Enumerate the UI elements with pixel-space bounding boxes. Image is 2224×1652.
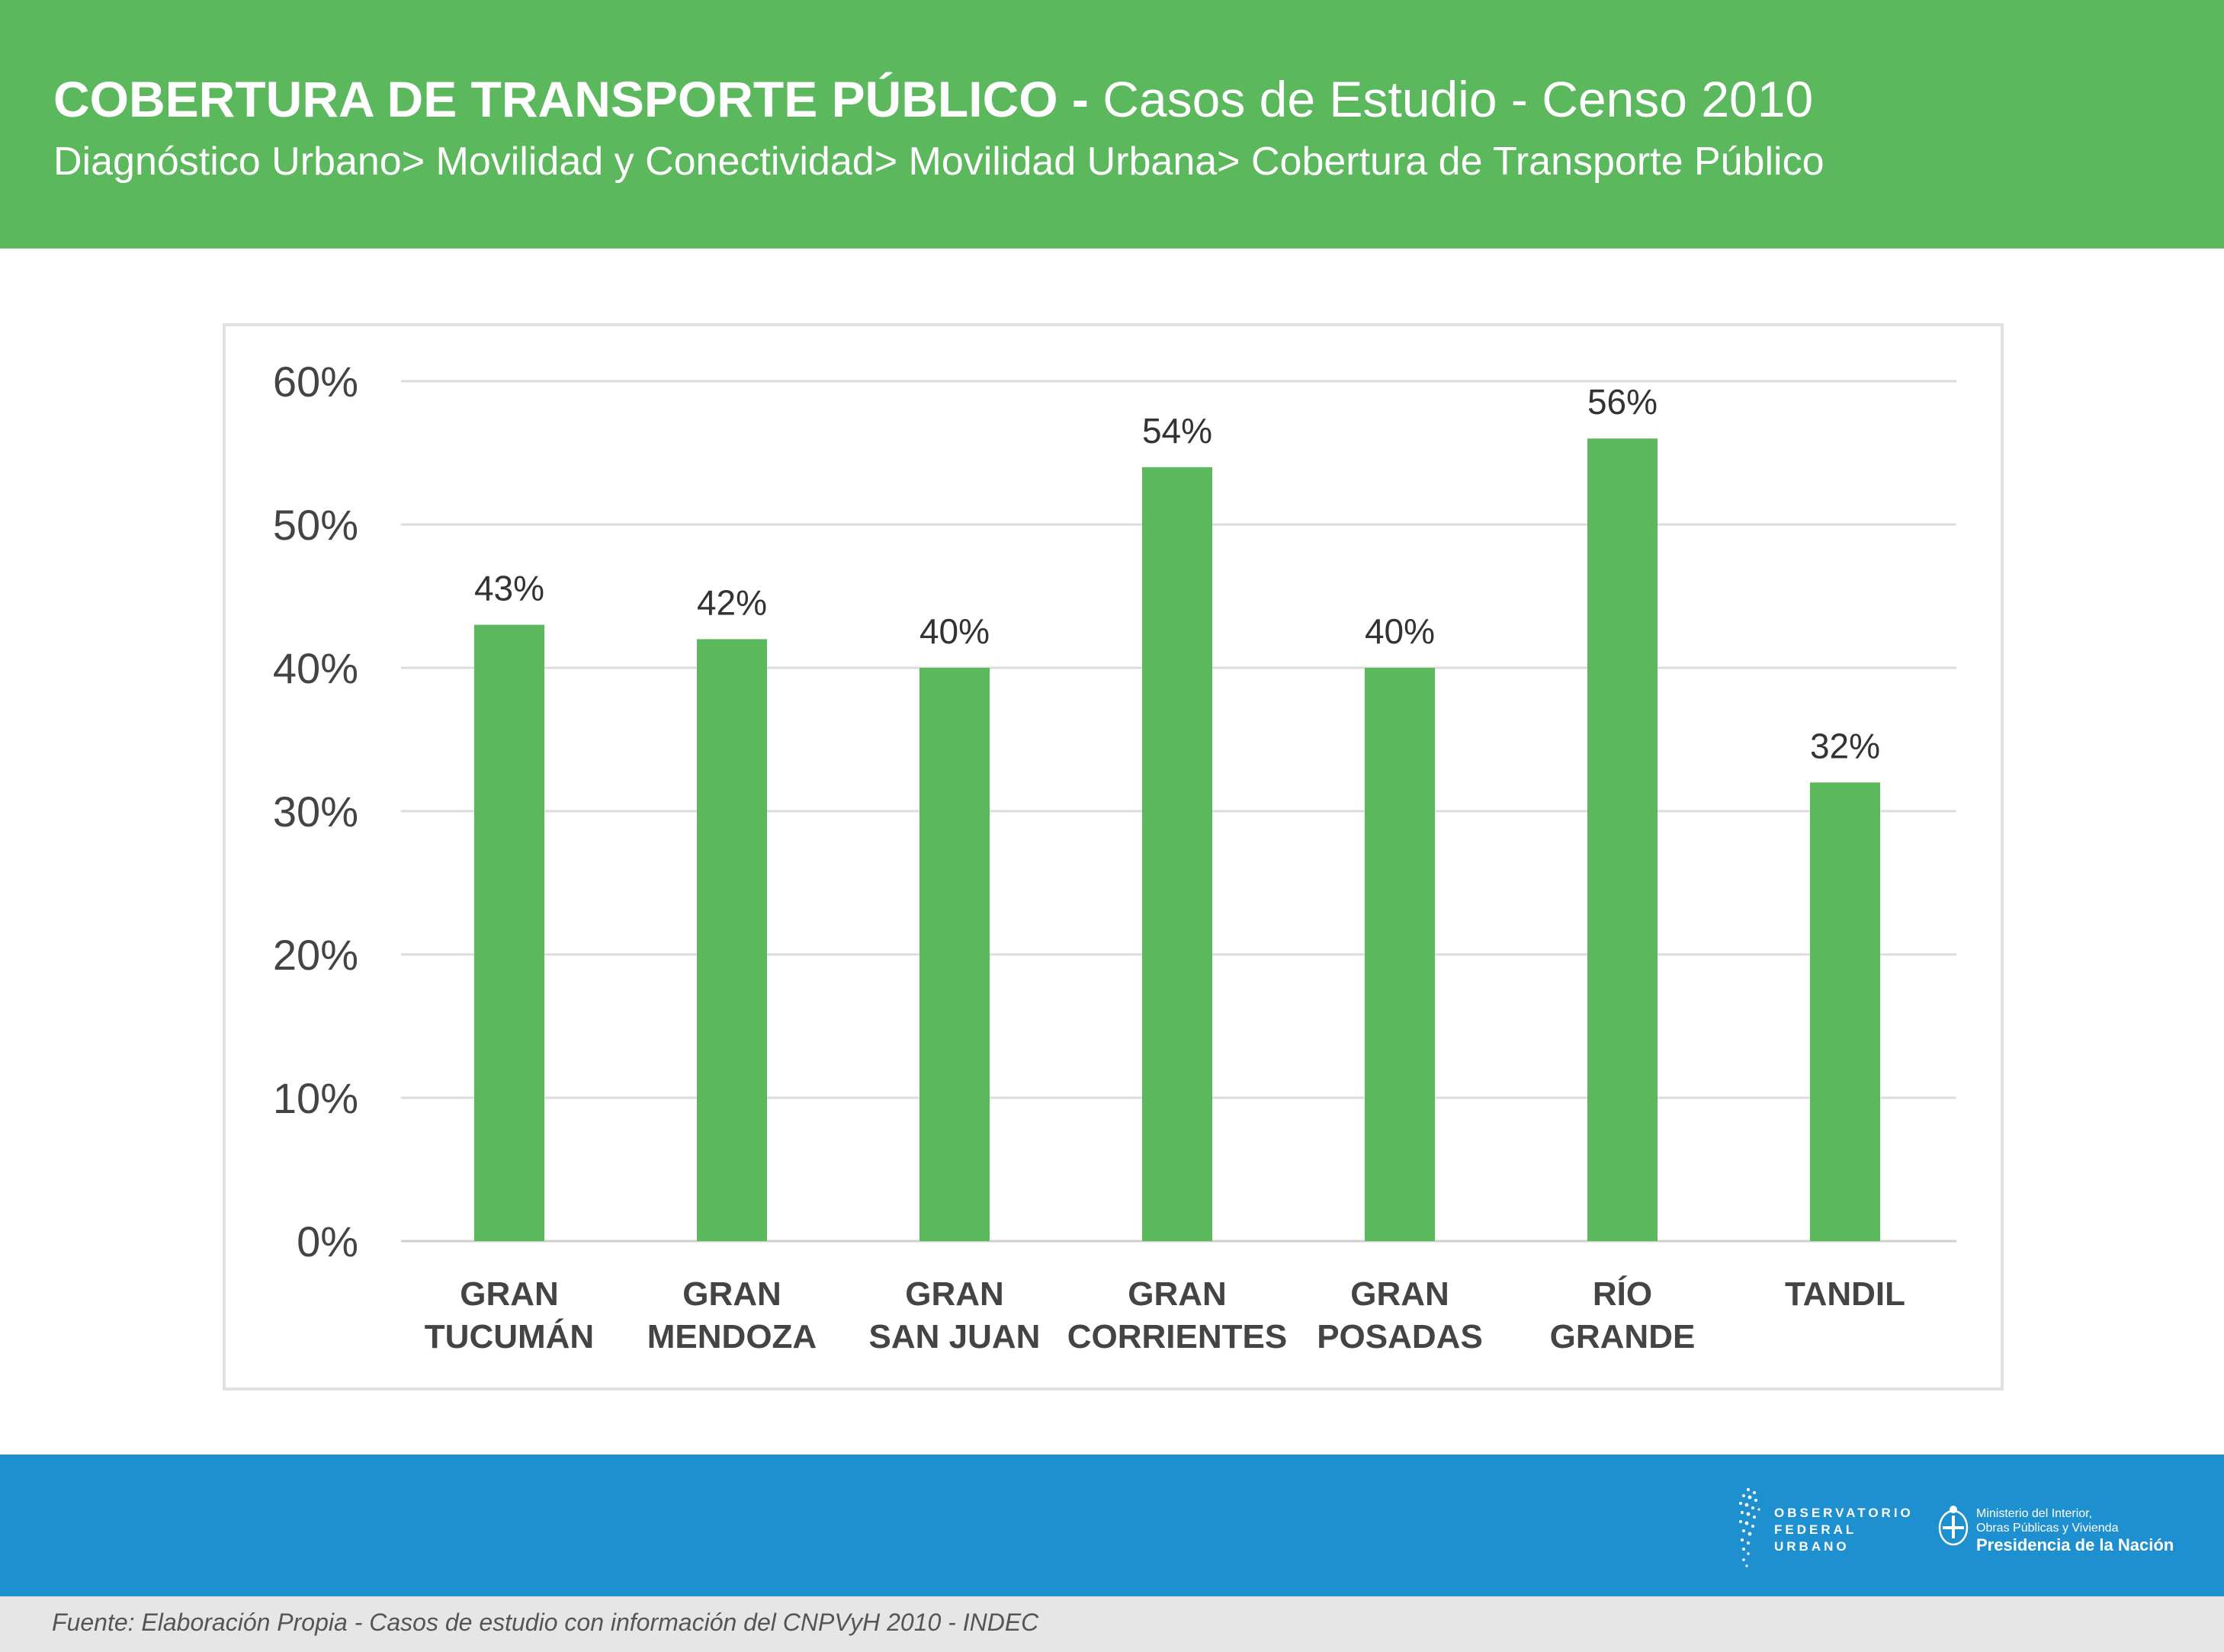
category-label: GRAN: [682, 1275, 781, 1313]
title-light: Casos de Estudio - Censo 2010: [1102, 71, 1814, 127]
category-label: POSADAS: [1317, 1318, 1483, 1355]
header-banner: COBERTURA DE TRANSPORTE PÚBLICO - Casos …: [0, 0, 2224, 249]
bar: [1142, 467, 1212, 1241]
source-band: Fuente: Elaboración Propia - Casos de es…: [0, 1596, 2224, 1652]
y-tick-label: 60%: [273, 358, 358, 406]
y-tick-label: 10%: [273, 1074, 358, 1122]
data-label: 42%: [697, 582, 767, 622]
category-label: CORRIENTES: [1067, 1318, 1287, 1355]
footer-band: OBSERVATORIO FEDERAL URBANO Ministerio d…: [0, 1455, 2224, 1596]
bar: [1810, 782, 1880, 1241]
observatorio-logo: OBSERVATORIO FEDERAL URBANO: [1735, 1487, 1918, 1570]
data-label: 56%: [1587, 382, 1658, 422]
data-label: 43%: [474, 569, 544, 608]
ministerio-text: Ministerio del Interior, Obras Públicas …: [1976, 1506, 2174, 1555]
category-label: RÍO: [1593, 1275, 1652, 1313]
category-label: GRAN: [905, 1275, 1004, 1313]
category-label: GRAN: [1350, 1275, 1449, 1313]
bar-chart: 0% 10% 20% 30% 40% 50% 60% 43% GRAN TUCUMÁN 42% GRA…: [273, 358, 1956, 1355]
bar: [474, 624, 544, 1241]
y-tick-label: 0%: [297, 1217, 358, 1265]
category-label: GRAN: [460, 1275, 559, 1313]
y-tick-label: 40%: [273, 644, 358, 692]
observatorio-line: FEDERAL: [1774, 1522, 1857, 1537]
source-note: Fuente: Elaboración Propia - Casos de es…: [52, 1609, 1039, 1636]
category-label: TUCUMÁN: [425, 1317, 594, 1355]
bar: [1365, 668, 1435, 1241]
bar: [919, 668, 990, 1241]
data-label: 54%: [1142, 411, 1212, 451]
observatorio-line: OBSERVATORIO: [1774, 1506, 1914, 1520]
bar: [1587, 438, 1658, 1242]
y-tick-label: 30%: [273, 788, 358, 836]
data-label: 40%: [1365, 611, 1435, 651]
category-label: GRAN: [1128, 1275, 1227, 1313]
category-label: GRANDE: [1550, 1318, 1696, 1355]
page-title: COBERTURA DE TRANSPORTE PÚBLICO - Casos …: [53, 70, 1813, 128]
coat-of-arms-icon: [1938, 1506, 1969, 1546]
ministerio-line-2: Obras Públicas y Vivienda: [1976, 1522, 2119, 1535]
data-label: 32%: [1810, 726, 1880, 765]
chart-frame: 0% 10% 20% 30% 40% 50% 60% 43% GRAN TUCUMÁN 42% GRA…: [223, 323, 2004, 1391]
ministerio-logo: Ministerio del Interior, Obras Públicas …: [1937, 1503, 2196, 1557]
title-bold: COBERTURA DE TRANSPORTE PÚBLICO -: [53, 71, 1089, 127]
dots-map-icon: [1739, 1488, 1760, 1567]
ministerio-line-1: Ministerio del Interior,: [1976, 1507, 2093, 1520]
category-label: SAN JUAN: [869, 1318, 1041, 1355]
bar: [697, 639, 767, 1241]
data-label: 40%: [919, 611, 990, 651]
ministerio-line-3: Presidencia de la Nación: [1976, 1535, 2174, 1554]
breadcrumb: Diagnóstico Urbano> Movilidad y Conectiv…: [53, 140, 1824, 184]
category-label: MENDOZA: [647, 1318, 817, 1355]
observatorio-text: OBSERVATORIO FEDERAL URBANO: [1774, 1505, 1914, 1555]
category-label: TANDIL: [1785, 1275, 1905, 1313]
y-tick-label: 20%: [273, 931, 358, 979]
y-tick-label: 50%: [273, 501, 358, 549]
observatorio-line: URBANO: [1774, 1539, 1850, 1554]
